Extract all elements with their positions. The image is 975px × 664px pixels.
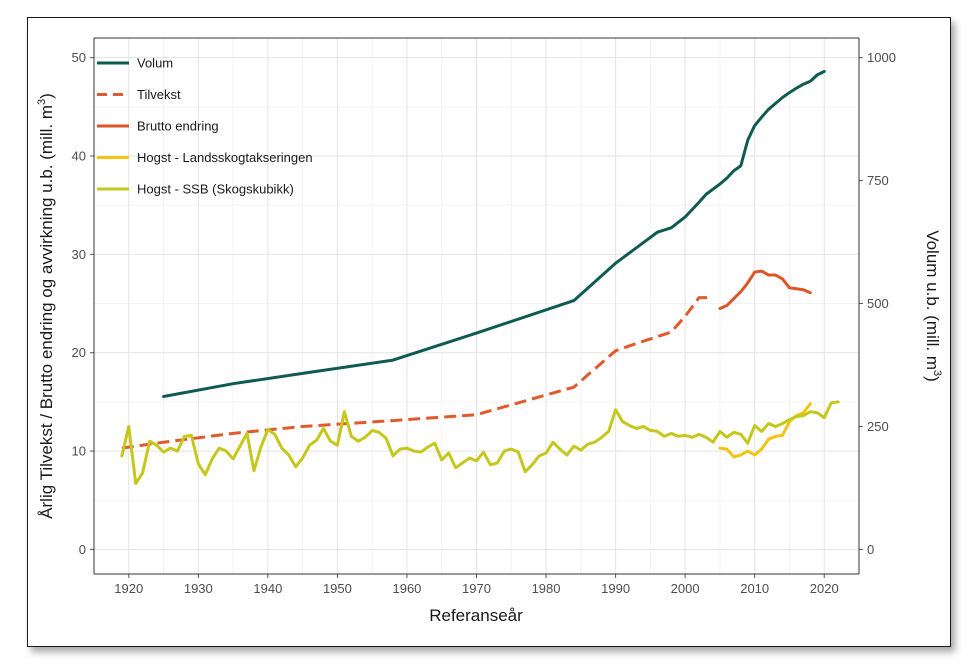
y-axis-title-right: Volum u.b. (mill. m3) (923, 230, 943, 382)
x-axis-title: Referanseår (429, 606, 523, 625)
line-chart: Volum Tilvekst Brutto endring Hogst - Lands… (36, 37, 943, 625)
y-right-tick-label: 1000 (867, 50, 896, 65)
axis-labels: Referanseår Årlig Tilvekst / Brutto endr… (36, 93, 943, 625)
x-tick-label: 1950 (323, 581, 352, 596)
x-tick-label: 1960 (392, 581, 421, 596)
x-tick-label: 1990 (601, 581, 630, 596)
legend-label: Hogst - Landsskogtakseringen (137, 150, 313, 165)
y-left-tick-label: 10 (72, 444, 86, 459)
series-line-hogst-ssb-skogskubikk (120, 400, 840, 486)
series-line-volum (162, 69, 826, 398)
x-tick-label: 1980 (532, 581, 561, 596)
x-tick-label: 1970 (462, 581, 491, 596)
y-axis-title-left: Årlig Tilvekst / Brutto endring og avvir… (36, 93, 56, 519)
legend-label: Hogst - SSB (Skogskubikk) (137, 182, 294, 197)
x-tick-label: 1930 (184, 581, 213, 596)
y-left-tick-label: 30 (72, 247, 86, 262)
x-tick-label: 2010 (740, 581, 769, 596)
series-group (120, 69, 840, 486)
legend: Volum Tilvekst Brutto endring Hogst - Lands… (97, 56, 313, 197)
y-right-tick-label: 500 (867, 296, 889, 311)
y-left-tick-label: 20 (72, 345, 86, 360)
axes: 1920 1930 1940 1950 1960 1970 1980 1990 2000 2010… (72, 37, 896, 596)
y-right-tick-label: 250 (867, 419, 889, 434)
legend-label: Volum (137, 56, 173, 71)
grid-major (94, 38, 859, 574)
x-tick-label: 2000 (671, 581, 700, 596)
x-tick-label: 1920 (114, 581, 143, 596)
legend-label: Brutto endring (137, 119, 219, 134)
x-tick-label: 1940 (253, 581, 282, 596)
y-left-tick-label: 0 (79, 542, 86, 557)
y-right-tick-label: 0 (867, 542, 874, 557)
chart-frame: Volum Tilvekst Brutto endring Hogst - Lands… (27, 17, 951, 647)
y-left-tick-label: 40 (72, 149, 86, 164)
y-right-tick-label: 750 (867, 173, 889, 188)
series-line-brutto-endring (718, 269, 812, 310)
legend-label: Tilvekst (137, 87, 181, 102)
y-left-tick-label: 50 (72, 50, 86, 65)
x-tick-label: 2020 (810, 581, 839, 596)
